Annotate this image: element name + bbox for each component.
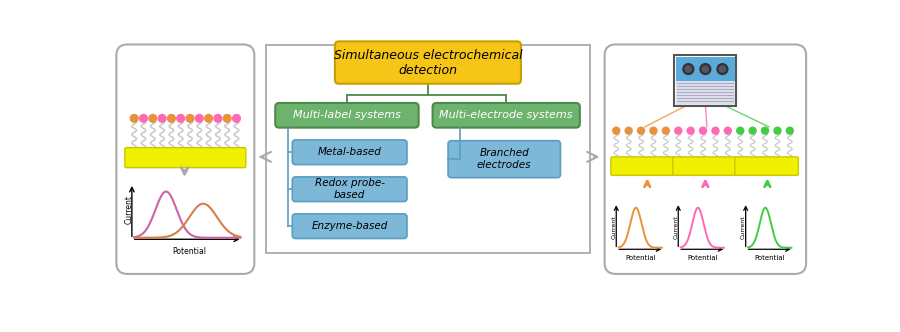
- Circle shape: [717, 64, 728, 74]
- Circle shape: [613, 127, 620, 134]
- Circle shape: [186, 115, 194, 122]
- FancyBboxPatch shape: [275, 103, 418, 127]
- Bar: [676, 81, 734, 105]
- Text: Simultaneous electrochemical
detection: Simultaneous electrochemical detection: [334, 48, 522, 77]
- Text: Potential: Potential: [625, 255, 655, 261]
- Circle shape: [787, 127, 793, 134]
- Text: Potential: Potential: [687, 255, 717, 261]
- FancyBboxPatch shape: [605, 44, 806, 274]
- FancyBboxPatch shape: [335, 42, 521, 84]
- Circle shape: [737, 127, 743, 134]
- Circle shape: [675, 127, 681, 134]
- Circle shape: [683, 64, 694, 74]
- FancyBboxPatch shape: [125, 148, 246, 168]
- Bar: [266, 45, 590, 253]
- Text: Multi-label systems: Multi-label systems: [293, 110, 400, 120]
- FancyBboxPatch shape: [292, 214, 407, 238]
- Circle shape: [719, 66, 725, 72]
- Circle shape: [204, 115, 212, 122]
- Circle shape: [167, 115, 176, 122]
- Circle shape: [761, 127, 769, 134]
- Circle shape: [214, 115, 221, 122]
- Circle shape: [140, 115, 148, 122]
- Circle shape: [662, 127, 670, 134]
- Text: Potential: Potential: [172, 247, 206, 256]
- Text: Current: Current: [611, 215, 616, 239]
- Circle shape: [724, 127, 732, 134]
- Circle shape: [774, 127, 781, 134]
- Circle shape: [158, 115, 166, 122]
- Circle shape: [637, 127, 644, 134]
- Circle shape: [650, 127, 657, 134]
- Circle shape: [195, 115, 203, 122]
- FancyBboxPatch shape: [611, 157, 674, 175]
- FancyBboxPatch shape: [116, 44, 255, 274]
- Circle shape: [148, 115, 157, 122]
- Circle shape: [232, 115, 240, 122]
- Circle shape: [176, 115, 184, 122]
- Circle shape: [699, 127, 707, 134]
- Circle shape: [130, 115, 138, 122]
- Text: Current: Current: [741, 215, 746, 239]
- FancyBboxPatch shape: [448, 141, 561, 178]
- Text: Multi-electrode systems: Multi-electrode systems: [439, 110, 573, 120]
- FancyBboxPatch shape: [292, 177, 407, 202]
- Bar: [674, 55, 736, 106]
- FancyBboxPatch shape: [433, 103, 580, 127]
- Bar: [676, 57, 734, 81]
- Circle shape: [749, 127, 756, 134]
- Circle shape: [700, 64, 711, 74]
- Text: Potential: Potential: [754, 255, 785, 261]
- Circle shape: [688, 127, 694, 134]
- FancyBboxPatch shape: [673, 157, 736, 175]
- FancyBboxPatch shape: [734, 157, 798, 175]
- Text: Current: Current: [673, 215, 679, 239]
- Text: Metal-based: Metal-based: [318, 147, 382, 157]
- Circle shape: [702, 66, 708, 72]
- Text: Enzyme-based: Enzyme-based: [311, 221, 388, 231]
- Text: Redox probe-
based: Redox probe- based: [315, 178, 384, 200]
- Text: Branched
electrodes: Branched electrodes: [477, 148, 532, 170]
- Circle shape: [712, 127, 719, 134]
- Circle shape: [685, 66, 691, 72]
- Circle shape: [626, 127, 632, 134]
- FancyBboxPatch shape: [292, 140, 407, 165]
- Text: Current: Current: [125, 195, 134, 224]
- Circle shape: [223, 115, 231, 122]
